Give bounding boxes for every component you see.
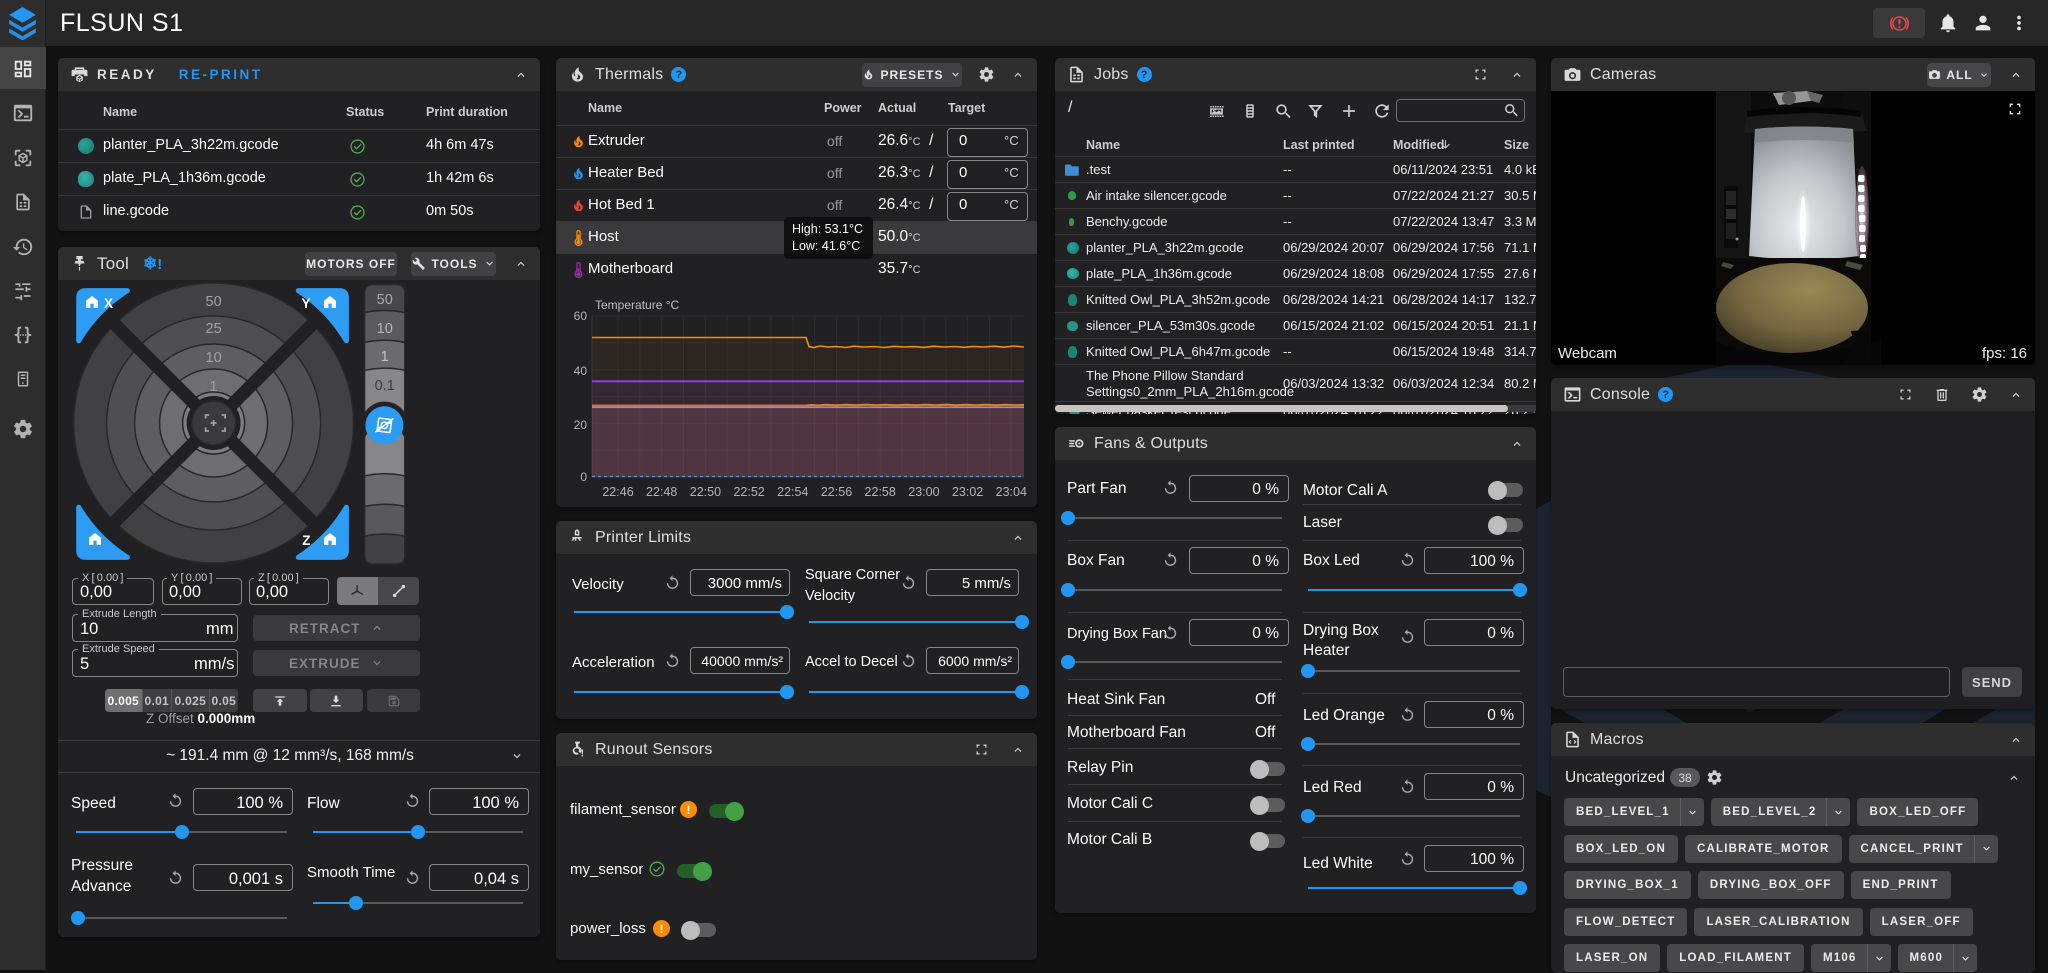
svg-text:50: 50: [377, 292, 393, 308]
svg-text:!: !: [581, 749, 584, 759]
svg-text:1: 1: [381, 349, 389, 365]
svg-text:23:04: 23:04: [996, 485, 1027, 499]
svg-text:23:02: 23:02: [952, 485, 983, 499]
svg-text:1: 1: [210, 379, 218, 395]
svg-text:Temperature °C: Temperature °C: [595, 298, 679, 312]
svg-text:25: 25: [206, 321, 222, 337]
svg-text:22:48: 22:48: [646, 485, 677, 499]
svg-text:0.1: 0.1: [375, 378, 395, 394]
svg-text:40: 40: [574, 364, 588, 378]
svg-text:Y: Y: [301, 296, 310, 311]
svg-text:60: 60: [574, 309, 588, 323]
svg-text:10: 10: [206, 350, 222, 366]
svg-text:23:00: 23:00: [908, 485, 939, 499]
svg-text:22:46: 22:46: [602, 485, 633, 499]
svg-text:50: 50: [206, 294, 222, 310]
svg-text:10: 10: [377, 321, 393, 337]
svg-text:22:54: 22:54: [777, 485, 808, 499]
svg-text:22:56: 22:56: [821, 485, 852, 499]
svg-text:22:58: 22:58: [865, 485, 896, 499]
svg-text:20: 20: [574, 418, 588, 432]
svg-text:Z: Z: [302, 533, 310, 548]
svg-text:22:50: 22:50: [690, 485, 721, 499]
svg-text:22:52: 22:52: [733, 485, 764, 499]
svg-text:0: 0: [580, 470, 587, 484]
svg-text:X: X: [104, 296, 113, 311]
